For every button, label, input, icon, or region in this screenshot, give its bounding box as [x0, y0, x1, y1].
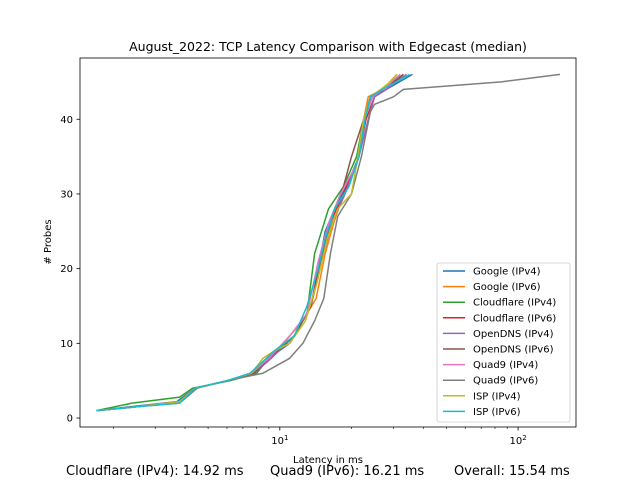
y-tick-label: 10 [60, 339, 73, 350]
legend: Google (IPv4) Google (IPv6) Cloudflare (IP… [436, 262, 571, 423]
x-axis-label: Latency in ms [293, 455, 363, 466]
legend-label-0: Google (IPv4) [473, 267, 541, 278]
legend-label-5: OpenDNS (IPv6) [473, 345, 554, 356]
x-axis: 101 102 [112, 427, 527, 447]
legend-label-2: Cloudflare (IPv4) [473, 298, 556, 309]
plot-frame [79, 57, 577, 428]
legend-label-3: Cloudflare (IPv6) [473, 313, 556, 324]
legend-label-9: ISP (IPv6) [473, 407, 521, 418]
series-layer [96, 73, 561, 412]
legend-label-1: Google (IPv6) [473, 282, 541, 293]
series-line-9 [96, 73, 410, 412]
legend-label-7: Quad9 (IPv6) [473, 376, 538, 387]
footer-stat-overall: Overall: 15.54 ms [454, 464, 570, 479]
y-axis: 0 10 20 30 40 [60, 115, 80, 425]
legend-label-8: ISP (IPv4) [473, 391, 521, 402]
footer-stat-quad9: Quad9 (IPv6): 16.21 ms [270, 464, 425, 479]
legend-label-4: OpenDNS (IPv4) [473, 329, 554, 340]
footer-stat-cloudflare: Cloudflare (IPv4): 14.92 ms [66, 464, 244, 479]
y-tick-label: 30 [60, 189, 73, 200]
y-tick-label: 20 [60, 264, 73, 275]
x-tick-label: 101 [271, 434, 288, 447]
chart-title: August_2022: TCP Latency Comparison with… [129, 39, 527, 54]
x-tick-label: 102 [509, 434, 526, 447]
legend-box [436, 262, 571, 423]
y-tick-label: 0 [67, 414, 73, 425]
legend-label-6: Quad9 (IPv4) [473, 360, 538, 371]
y-axis-label: # Probes [43, 219, 54, 264]
y-tick-label: 40 [60, 115, 73, 126]
